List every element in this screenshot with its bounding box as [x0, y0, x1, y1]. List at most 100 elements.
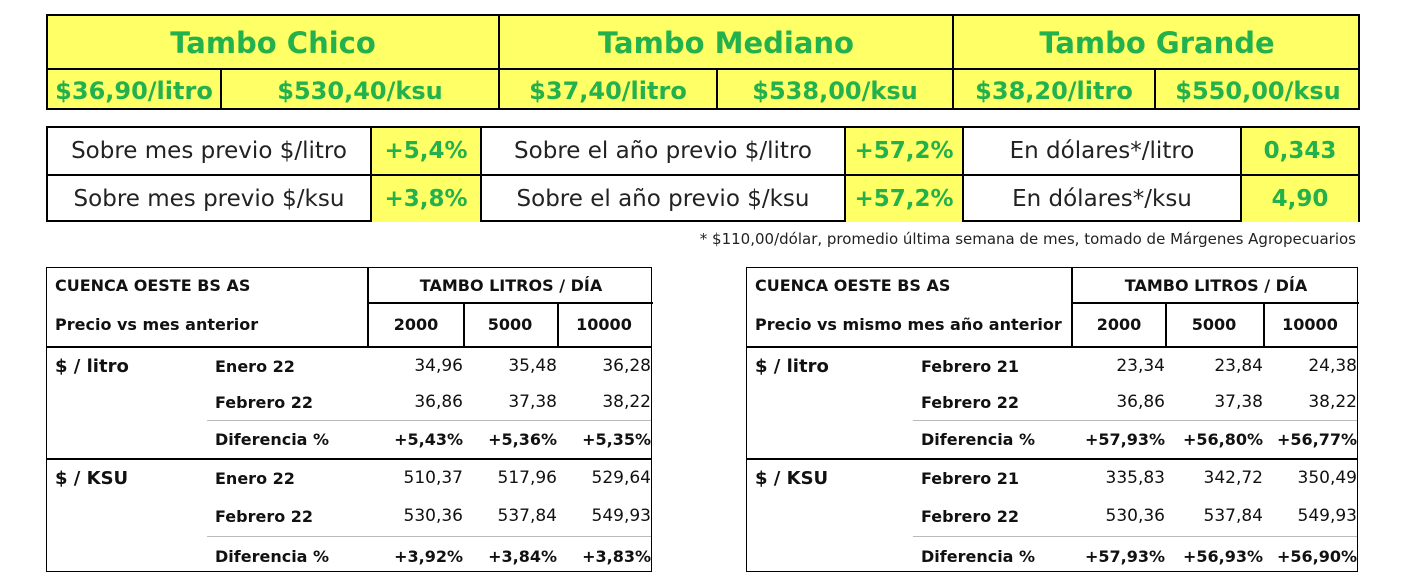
var-label: Sobre el año previo $/litro	[514, 138, 812, 164]
var-value: 4,90	[1242, 176, 1358, 222]
cell-value: 34,96	[414, 356, 463, 376]
table-rule	[913, 420, 1357, 421]
var-label: Sobre mes previo $/litro	[71, 138, 347, 164]
table-rule	[1263, 302, 1265, 346]
cell-value: +5,36%	[488, 429, 557, 449]
table-rule	[207, 536, 651, 537]
tier-chico-title: Tambo Chico	[170, 26, 376, 60]
cell-value: +56,77%	[1276, 429, 1357, 449]
var-divider	[48, 174, 1358, 176]
cell-value: 38,22	[602, 392, 651, 412]
cell-value: 35,48	[508, 356, 557, 376]
cell-value: 36,86	[414, 392, 463, 412]
cell-value: 549,93	[1297, 506, 1357, 526]
region-title: CUENCA OESTE BS AS	[755, 275, 951, 295]
col-header: 2000	[1096, 314, 1142, 334]
cell-value: +3,84%	[488, 546, 557, 566]
banner-divider	[498, 16, 500, 108]
table-rule	[367, 268, 369, 346]
tier-chico-ksu: $530,40/ksu	[277, 77, 443, 105]
group-header: TAMBO LITROS / DÍA	[419, 275, 603, 295]
section-label: $ / litro	[55, 355, 129, 377]
cell-value: 37,38	[508, 392, 557, 412]
var-divider	[962, 128, 964, 220]
table-rule	[207, 420, 651, 421]
cell-value: +5,35%	[582, 429, 651, 449]
row-name: Febrero 22	[215, 506, 314, 526]
banner-divider	[220, 68, 222, 108]
tier-mediano-litro: $37,40/litro	[529, 77, 687, 105]
var-divider	[844, 128, 846, 220]
var-value: +5,4%	[372, 128, 480, 174]
cell-value: +3,83%	[582, 546, 651, 566]
banner-divider	[1154, 68, 1156, 108]
cell-value: 38,22	[1308, 392, 1357, 412]
row-name: Enero 22	[215, 356, 295, 376]
banner-divider	[716, 68, 718, 108]
tier-grande-ksu: $550,00/ksu	[1175, 77, 1341, 105]
var-value: +57,2%	[846, 176, 962, 222]
cell-value: 549,93	[591, 506, 651, 526]
table-rule	[747, 458, 1357, 460]
cell-value: 36,86	[1116, 392, 1165, 412]
row-name: Febrero 21	[921, 468, 1020, 488]
table-subtitle: Precio vs mismo mes año anterior	[755, 314, 1062, 334]
banner-divider	[48, 68, 1358, 70]
col-header: 5000	[487, 314, 533, 334]
tier-mediano-title: Tambo Mediano	[598, 26, 854, 60]
table-rule	[369, 302, 653, 304]
table-rule	[747, 346, 1357, 348]
col-header: 10000	[576, 314, 632, 334]
table-rule	[557, 302, 559, 346]
row-name: Febrero 22	[921, 506, 1020, 526]
cell-value: +5,43%	[394, 429, 463, 449]
footnote: * $110,00/dólar, promedio última semana …	[699, 230, 1356, 248]
cell-value: 530,36	[1105, 506, 1165, 526]
cell-value: 335,83	[1105, 468, 1165, 488]
region-title: CUENCA OESTE BS AS	[55, 275, 251, 295]
var-value: +3,8%	[372, 176, 480, 222]
table-rule	[1165, 302, 1167, 346]
section-label: $ / KSU	[55, 467, 129, 489]
group-header: TAMBO LITROS / DÍA	[1124, 275, 1308, 295]
col-header: 10000	[1282, 314, 1338, 334]
cell-value: 510,37	[403, 468, 463, 488]
var-value: +57,2%	[846, 128, 962, 174]
tier-grande-litro: $38,20/litro	[975, 77, 1133, 105]
var-label: En dólares*/litro	[1009, 138, 1195, 164]
cell-value: +3,92%	[394, 546, 463, 566]
cell-value: 23,34	[1116, 356, 1165, 376]
var-divider	[1240, 128, 1242, 220]
row-name: Enero 22	[215, 468, 295, 488]
table-rule	[1073, 302, 1359, 304]
cell-value: 537,84	[1203, 506, 1263, 526]
cell-value: 23,84	[1214, 356, 1263, 376]
col-header: 2000	[393, 314, 439, 334]
cell-value: +57,93%	[1084, 429, 1165, 449]
cell-value: 537,84	[497, 506, 557, 526]
table-rule	[913, 536, 1357, 537]
section-label: $ / KSU	[755, 467, 829, 489]
tier-chico-litro: $36,90/litro	[55, 77, 213, 105]
tier-grande-title: Tambo Grande	[1039, 26, 1275, 60]
data-table-year: CUENCA OESTE BS AS TAMBO LITROS / DÍA Pr…	[746, 267, 1359, 572]
var-divider	[370, 128, 372, 220]
cell-value: 37,38	[1214, 392, 1263, 412]
var-value: 0,343	[1242, 128, 1358, 174]
table-rule	[47, 346, 651, 348]
cell-value: 517,96	[497, 468, 557, 488]
section-label: $ / litro	[755, 355, 829, 377]
var-label: Sobre el año previo $/ksu	[516, 186, 810, 212]
table-rule	[1071, 268, 1073, 346]
col-header: 5000	[1191, 314, 1237, 334]
cell-value: +57,93%	[1084, 546, 1165, 566]
cell-value: 530,36	[403, 506, 463, 526]
var-label: Sobre mes previo $/ksu	[73, 186, 345, 212]
var-label: En dólares*/ksu	[1012, 186, 1192, 212]
row-name: Diferencia %	[921, 546, 1036, 566]
cell-value: 342,72	[1203, 468, 1263, 488]
row-name: Febrero 21	[921, 356, 1020, 376]
banner-divider	[952, 16, 954, 108]
table-rule	[47, 458, 651, 460]
cell-value: +56,93%	[1182, 546, 1263, 566]
